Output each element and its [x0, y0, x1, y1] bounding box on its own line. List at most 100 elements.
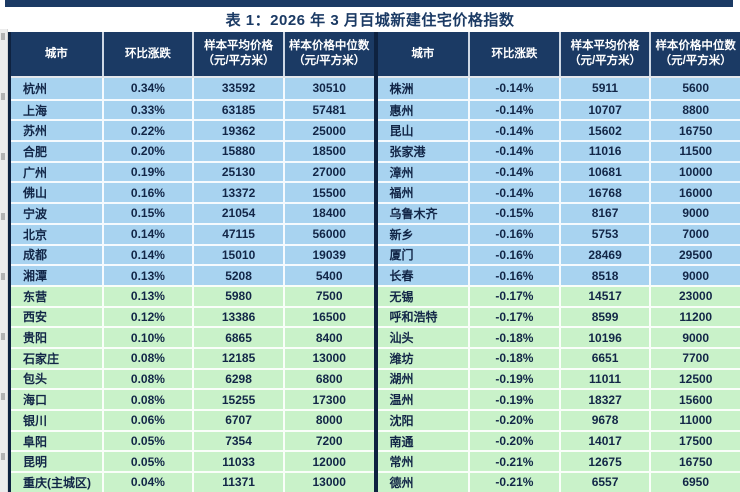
- avg-price-cell: 11033: [192, 452, 283, 472]
- mom-change-cell: -0.14%: [468, 78, 559, 99]
- col-header-median-price: 样本价格中位数 （元/平方米）: [649, 32, 740, 76]
- mom-change-cell: 0.14%: [101, 245, 193, 265]
- median-price-cell: 16750: [649, 121, 740, 141]
- avg-price-cell: 15602: [558, 121, 650, 141]
- mom-change-cell: 0.05%: [101, 431, 193, 451]
- col-header-avg-price-unit: （元/平方米）: [568, 55, 642, 67]
- table-row: 杭州 0.34% 33592 30510: [11, 78, 374, 99]
- table-row: 上海 0.33% 63185 57481: [11, 98, 374, 120]
- avg-price-cell: 5208: [192, 266, 283, 285]
- city-cell: 合肥: [23, 144, 48, 159]
- panel-divider: [373, 32, 378, 492]
- median-price-cell: 11200: [649, 307, 740, 327]
- mom-change-cell: -0.16%: [468, 245, 559, 265]
- mom-change-cell: 0.13%: [101, 286, 193, 306]
- table-row: 湘潭 0.13% 5208 5400: [11, 264, 374, 285]
- avg-price-cell: 6865: [192, 328, 283, 347]
- table-panel-right: 城市 环比涨跌 样本平均价格 （元/平方米） 样本价格中位数 （元/平方米） 株…: [377, 32, 740, 492]
- avg-price-cell: 9678: [558, 411, 650, 430]
- table-row: 南通 -0.20% 14017 17500: [377, 429, 740, 451]
- median-price-cell: 9000: [649, 266, 740, 285]
- city-cell: 石家庄: [23, 351, 60, 366]
- median-price-cell: 13000: [282, 473, 374, 492]
- avg-price-cell: 8599: [558, 307, 650, 327]
- mom-change-cell: 0.15%: [101, 204, 193, 223]
- city-cell: 张家港: [389, 144, 426, 159]
- city-cell: 新乡: [389, 227, 414, 242]
- avg-price-cell: 12185: [192, 348, 283, 368]
- median-price-cell: 9000: [649, 328, 740, 347]
- table-row: 厦门 -0.16% 28469 29500: [377, 243, 740, 265]
- mom-change-cell: -0.14%: [468, 162, 559, 182]
- mom-change-cell: -0.18%: [468, 348, 559, 368]
- table-row: 佛山 0.16% 13372 15500: [11, 181, 374, 203]
- avg-price-cell: 7354: [192, 431, 283, 451]
- table-panel-left: 城市 环比涨跌 样本平均价格 （元/平方米） 样本价格中位数 （元/平方米） 杭…: [11, 32, 374, 492]
- median-price-cell: 57481: [282, 100, 374, 120]
- table-row: 新乡 -0.16% 5753 7000: [377, 222, 740, 244]
- median-price-cell: 12000: [282, 452, 374, 472]
- mom-change-cell: 0.05%: [101, 452, 193, 472]
- median-price-cell: 17300: [282, 390, 374, 409]
- mom-change-cell: -0.19%: [468, 390, 559, 409]
- city-cell: 湖州: [389, 372, 414, 387]
- city-cell: 东营: [23, 289, 48, 304]
- avg-price-cell: 11371: [192, 473, 283, 492]
- col-header-median-price-label: 样本价格中位数: [288, 40, 370, 53]
- mom-change-cell: -0.14%: [468, 121, 559, 141]
- table-row: 潍坊 -0.18% 6651 7700: [377, 346, 740, 368]
- table-row: 包头 0.08% 6298 6800: [11, 367, 374, 389]
- col-header-city: 城市: [44, 47, 68, 60]
- table-row: 西安 0.12% 13386 16500: [11, 305, 374, 327]
- median-price-cell: 29500: [649, 245, 740, 265]
- page-edge-strip: [0, 29, 8, 492]
- mom-change-cell: 0.06%: [101, 411, 193, 430]
- avg-price-cell: 11011: [558, 369, 650, 389]
- city-cell: 长春: [389, 269, 414, 284]
- city-cell: 昆山: [389, 124, 414, 139]
- col-header-avg-price: 样本平均价格 （元/平方米）: [558, 32, 650, 76]
- city-cell: 沈阳: [389, 413, 414, 428]
- table-row: 惠州 -0.14% 10707 8800: [377, 98, 740, 120]
- city-cell: 德州: [389, 475, 414, 490]
- avg-price-cell: 15255: [192, 390, 283, 409]
- table-row: 贵阳 0.10% 6865 8400: [11, 326, 374, 347]
- mom-change-cell: -0.19%: [468, 369, 559, 389]
- median-price-cell: 15500: [282, 183, 374, 203]
- avg-price-cell: 6707: [192, 411, 283, 430]
- mom-change-cell: 0.10%: [101, 328, 193, 347]
- top-accent-bar: [5, 0, 733, 7]
- city-cell: 佛山: [23, 186, 48, 201]
- avg-price-cell: 21054: [192, 204, 283, 223]
- avg-price-cell: 5911: [558, 78, 650, 99]
- city-cell: 宁波: [23, 206, 48, 221]
- table-row: 乌鲁木齐 -0.15% 8167 9000: [377, 202, 740, 223]
- col-header-avg-price-label: 样本平均价格: [570, 40, 640, 53]
- avg-price-cell: 18327: [558, 390, 650, 409]
- median-price-cell: 8800: [649, 100, 740, 120]
- table-row: 德州 -0.21% 6557 6950: [377, 471, 740, 492]
- mom-change-cell: 0.13%: [101, 266, 193, 285]
- city-cell: 乌鲁木齐: [389, 206, 438, 221]
- mom-change-cell: 0.22%: [101, 121, 193, 141]
- mom-change-cell: -0.14%: [468, 142, 559, 161]
- median-price-cell: 7500: [282, 286, 374, 306]
- mom-change-cell: -0.14%: [468, 183, 559, 203]
- mom-change-cell: 0.14%: [101, 224, 193, 244]
- city-cell: 广州: [23, 165, 48, 180]
- avg-price-cell: 8167: [558, 204, 650, 223]
- median-price-cell: 23000: [649, 286, 740, 306]
- table-row: 石家庄 0.08% 12185 13000: [11, 346, 374, 368]
- city-cell: 温州: [389, 393, 414, 408]
- mom-change-cell: 0.08%: [101, 369, 193, 389]
- city-cell: 福州: [389, 186, 414, 201]
- city-cell: 惠州: [389, 103, 414, 118]
- median-price-cell: 7200: [282, 431, 374, 451]
- city-cell: 潍坊: [389, 351, 414, 366]
- median-price-cell: 10000: [649, 162, 740, 182]
- col-header-avg-price-label: 样本平均价格: [204, 40, 274, 53]
- mom-change-cell: -0.17%: [468, 307, 559, 327]
- avg-price-cell: 25130: [192, 162, 283, 182]
- city-cell: 海口: [23, 393, 48, 408]
- avg-price-cell: 12675: [558, 452, 650, 472]
